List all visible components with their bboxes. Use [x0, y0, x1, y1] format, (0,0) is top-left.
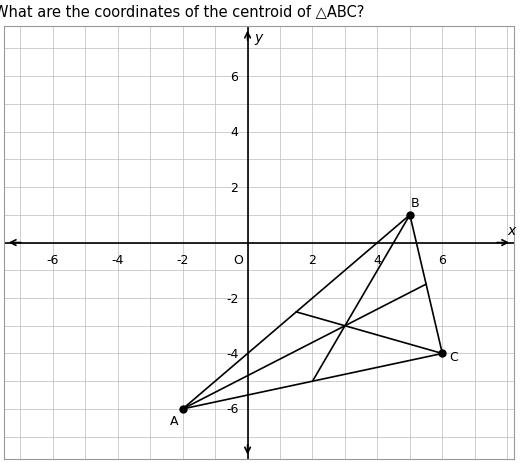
Text: -6: -6 — [226, 402, 239, 415]
Text: x: x — [507, 224, 515, 238]
Text: 6: 6 — [438, 254, 446, 267]
Text: -2: -2 — [226, 292, 239, 305]
Text: -4: -4 — [111, 254, 124, 267]
Text: What are the coordinates of the centroid of △ABC?: What are the coordinates of the centroid… — [0, 4, 364, 19]
Text: 2: 2 — [231, 181, 239, 194]
Text: -6: -6 — [47, 254, 59, 267]
Text: -4: -4 — [226, 347, 239, 360]
Text: O: O — [233, 254, 243, 267]
Text: -2: -2 — [177, 254, 189, 267]
Text: C: C — [449, 350, 458, 363]
Text: 6: 6 — [231, 70, 239, 83]
Text: y: y — [255, 31, 263, 45]
Text: 4: 4 — [231, 126, 239, 139]
Text: 4: 4 — [374, 254, 381, 267]
Text: B: B — [411, 196, 419, 209]
Text: A: A — [170, 413, 179, 426]
Text: 2: 2 — [308, 254, 316, 267]
